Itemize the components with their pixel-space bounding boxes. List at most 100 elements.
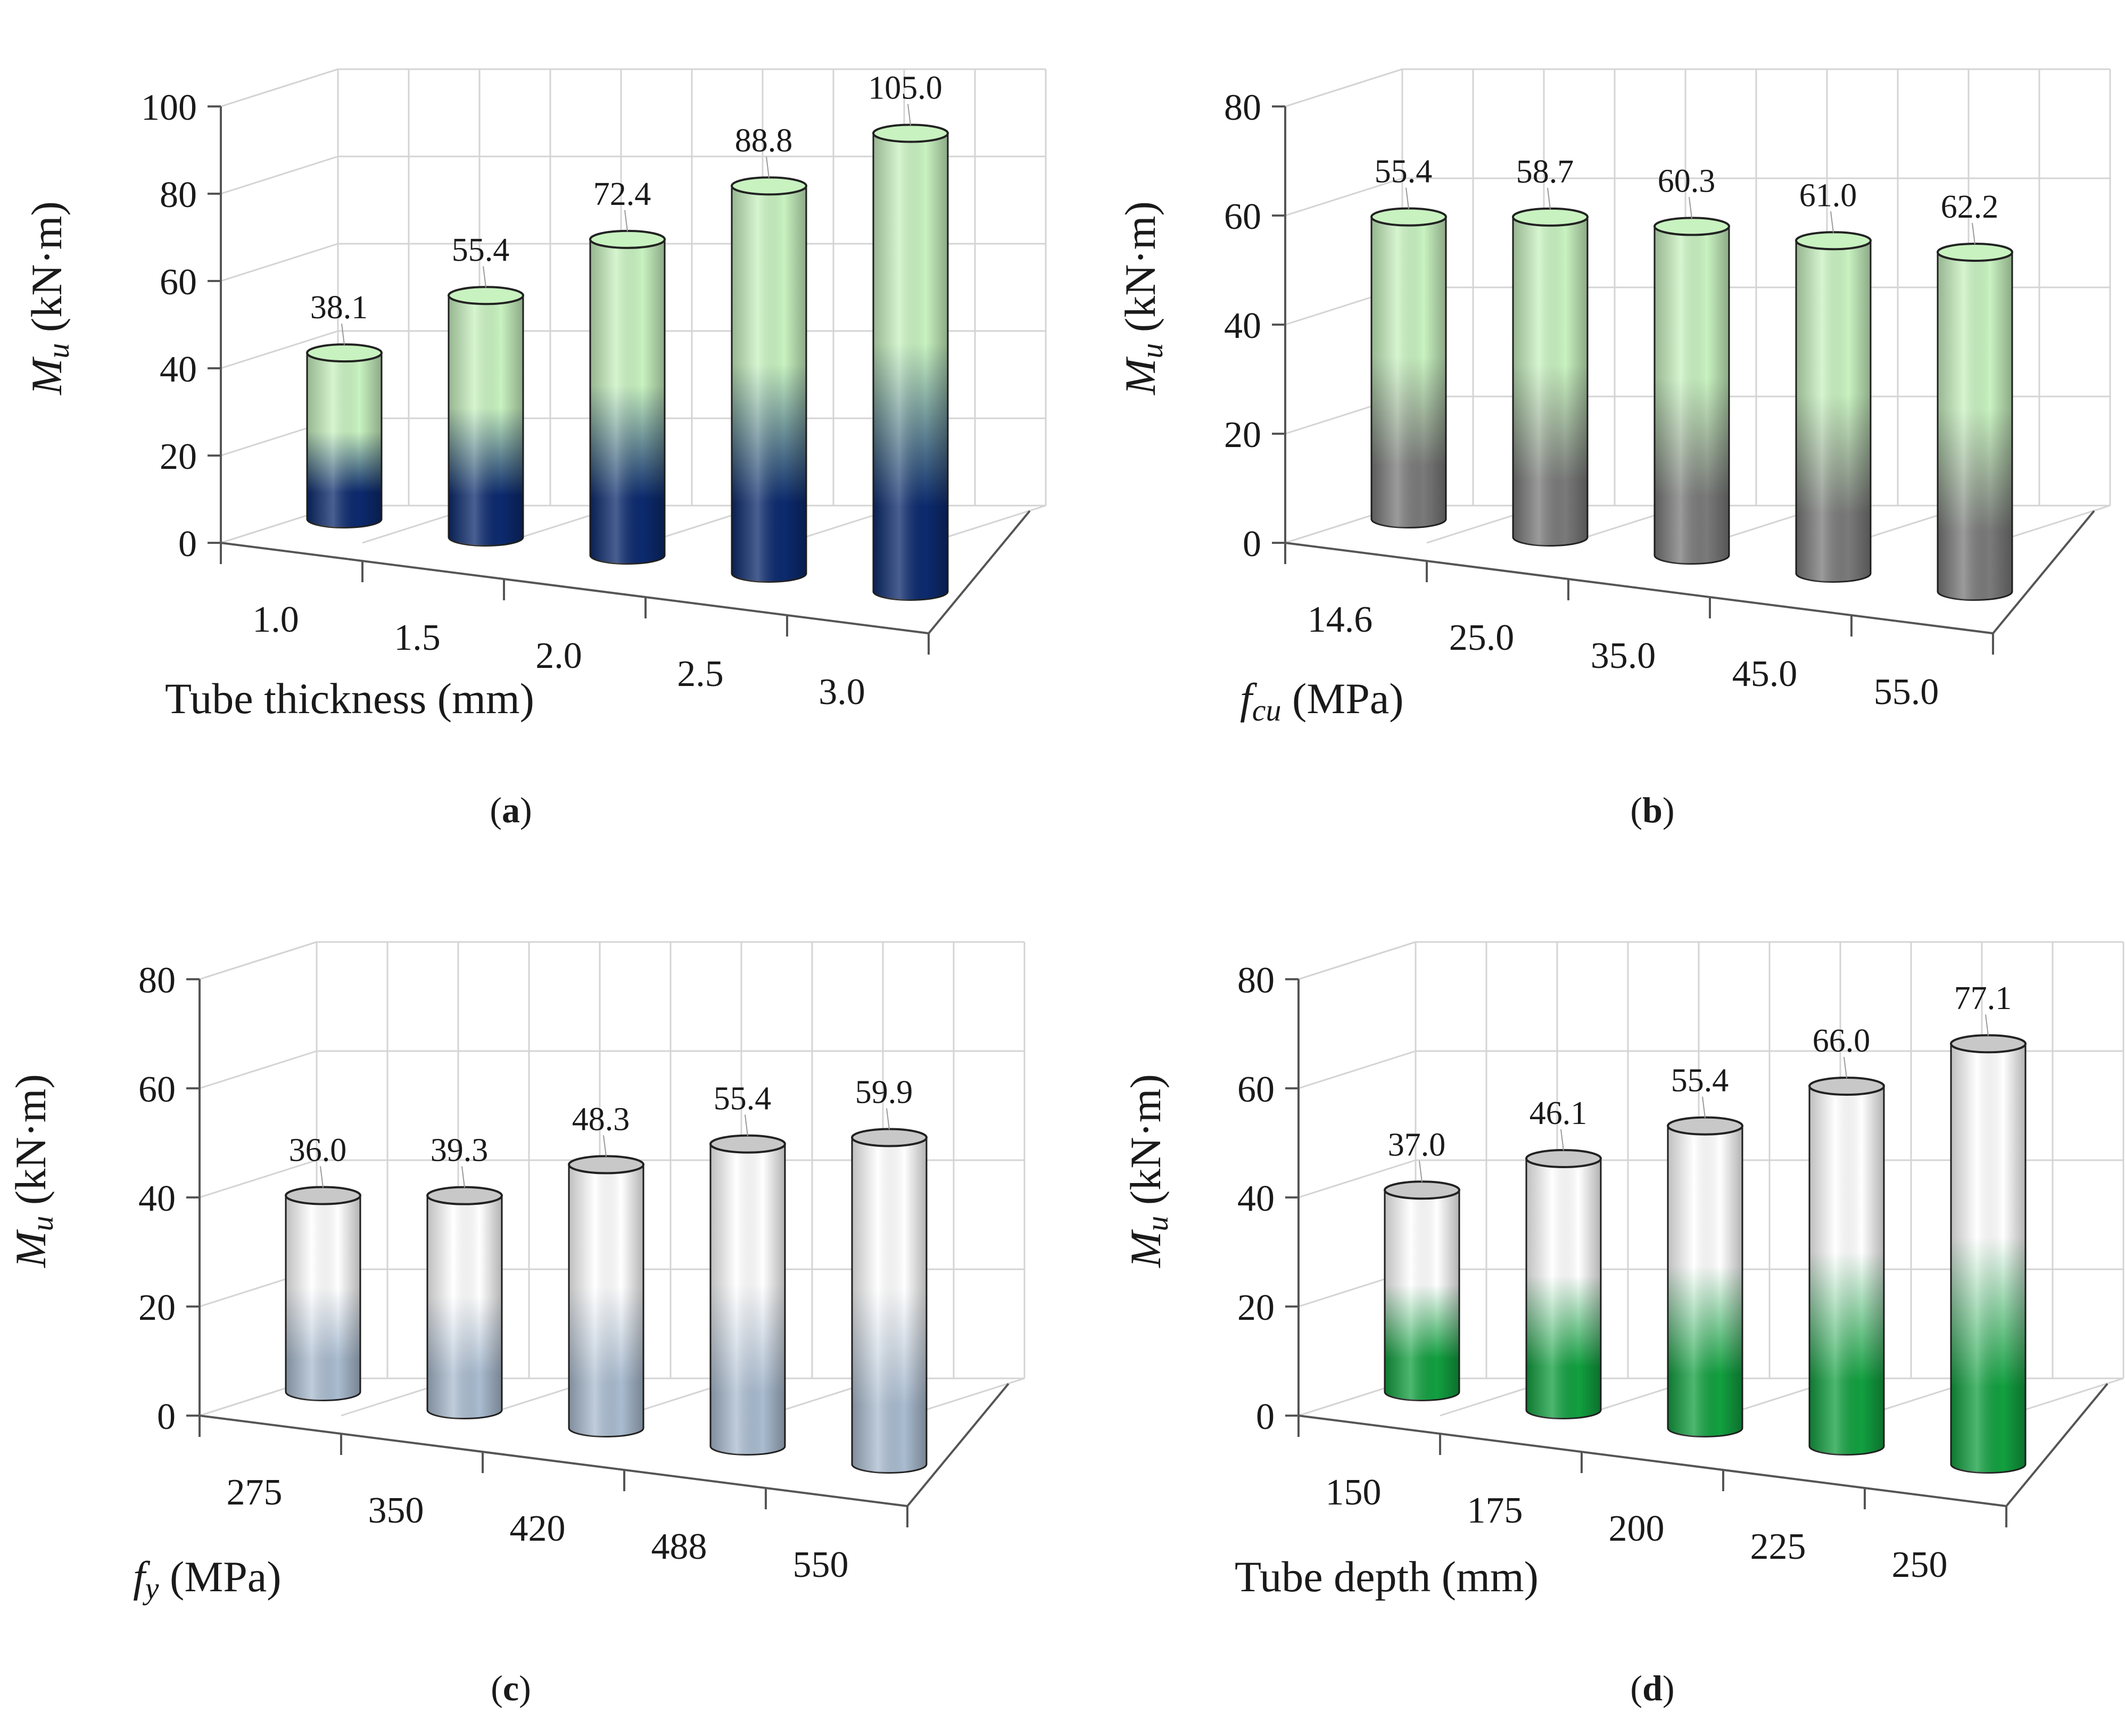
bar <box>426 1186 503 1419</box>
data-label: 60.3 <box>1658 163 1716 199</box>
y-tick-label: 40 <box>1237 1178 1275 1219</box>
chart-panel-a: 0 20 40 60 80 100 1.0 1.5 2.0 2.5 3.0 38.1 55.4 72.4 8… <box>22 68 1047 830</box>
bar <box>1512 207 1589 547</box>
x-tick-label: 1.0 <box>252 599 299 640</box>
x-tick-label: 488 <box>651 1526 707 1567</box>
data-label: 39.3 <box>431 1132 489 1169</box>
y-tick-label: 0 <box>178 524 197 565</box>
x-axis: 14.6 25.0 35.0 45.0 55.0 <box>1284 510 2095 713</box>
x-tick-label: 2.5 <box>677 654 724 695</box>
y-axis-title: Mu (kN·m) <box>1121 1074 1175 1268</box>
bar <box>306 343 383 528</box>
bar <box>731 176 807 583</box>
data-label: 55.4 <box>1671 1063 1729 1099</box>
y-axis: 0 20 40 60 80 <box>138 960 201 1437</box>
bar <box>589 229 666 565</box>
x-axis-title: Tube thickness (mm) <box>165 674 534 723</box>
panel-caption: (a) <box>490 790 532 830</box>
data-label: 105.0 <box>868 70 942 106</box>
x-tick-label: 350 <box>368 1490 424 1531</box>
x-axis-title: Tube depth (mm) <box>1235 1552 1539 1601</box>
panel-caption: (d) <box>1630 1668 1674 1708</box>
data-label: 58.7 <box>1516 154 1574 190</box>
bar <box>851 1128 928 1474</box>
y-tick-label: 60 <box>1224 196 1261 237</box>
y-tick-label: 20 <box>1237 1287 1275 1328</box>
data-label: 66.0 <box>1813 1023 1871 1059</box>
y-tick-label: 100 <box>141 87 197 128</box>
y-axis: 0 20 40 60 80 <box>1224 87 1286 565</box>
bar <box>285 1186 361 1401</box>
bar <box>1937 242 2013 601</box>
y-tick-label: 0 <box>1243 524 1261 565</box>
y-tick-label: 0 <box>1256 1396 1275 1437</box>
y-tick-label: 60 <box>138 1069 176 1110</box>
y-tick-label: 40 <box>1224 305 1261 346</box>
x-tick-label: 3.0 <box>818 672 865 713</box>
bar <box>568 1155 644 1437</box>
y-tick-label: 80 <box>160 175 197 216</box>
x-tick-label: 175 <box>1467 1490 1523 1531</box>
y-tick-label: 80 <box>138 960 176 1001</box>
y-tick-label: 80 <box>1237 960 1275 1001</box>
x-tick-label: 200 <box>1609 1508 1665 1549</box>
data-label: 55.4 <box>1375 154 1433 190</box>
bar <box>872 123 949 601</box>
x-tick-label: 14.6 <box>1308 599 1373 640</box>
data-label: 77.1 <box>1954 980 2012 1016</box>
data-label: 55.4 <box>452 232 510 268</box>
y-axis-title: Mu (kN·m) <box>1116 201 1169 395</box>
x-tick-label: 25.0 <box>1449 617 1515 658</box>
bar <box>448 286 524 547</box>
y-axis-title: Mu (kN·m) <box>6 1074 60 1268</box>
bar <box>1525 1148 1602 1419</box>
bar <box>1653 217 1730 565</box>
bar <box>1950 1034 2027 1474</box>
data-label: 48.3 <box>572 1101 630 1137</box>
data-label: 72.4 <box>593 176 651 212</box>
x-tick-label: 225 <box>1750 1526 1806 1567</box>
x-tick-label: 2.0 <box>535 635 582 676</box>
y-tick-label: 80 <box>1224 87 1261 128</box>
data-label: 37.0 <box>1388 1127 1446 1163</box>
x-tick-label: 250 <box>1892 1544 1948 1585</box>
y-axis: 0 20 40 60 80 <box>1237 960 1300 1437</box>
x-axis-title: fy (MPa) <box>133 1552 282 1606</box>
x-tick-label: 150 <box>1326 1472 1382 1513</box>
bar <box>1808 1077 1885 1456</box>
data-label: 46.1 <box>1529 1095 1587 1131</box>
x-tick-label: 550 <box>793 1544 849 1585</box>
y-axis: 0 20 40 60 80 100 <box>141 87 222 565</box>
bar-series: 36.0 39.3 48.3 55.4 59.9 <box>285 1074 928 1474</box>
bar-series: 55.4 58.7 60.3 61.0 62.2 <box>1370 154 2013 601</box>
y-tick-label: 20 <box>1224 415 1261 456</box>
bar <box>1384 1180 1460 1401</box>
bar-series: 38.1 55.4 72.4 88.8 105.0 <box>306 70 949 601</box>
y-tick-label: 0 <box>157 1396 176 1437</box>
chart-panel-c: 0 20 40 60 80 275 350 420 488 550 36.0 39.3 48.3 55.4… <box>6 941 1026 1708</box>
x-tick-label: 45.0 <box>1732 654 1798 695</box>
bar <box>1370 207 1447 528</box>
x-axis: 275 350 420 488 550 <box>199 1383 1010 1585</box>
bar-series: 37.0 46.1 55.4 66.0 77.1 <box>1384 980 2027 1474</box>
chart-panel-b: 0 20 40 60 80 14.6 25.0 35.0 45.0 55.0 55.4 58.7 60.… <box>1116 68 2111 830</box>
x-tick-label: 1.5 <box>394 617 441 658</box>
panel-caption: (c) <box>491 1668 531 1708</box>
data-label: 62.2 <box>1941 189 1999 225</box>
x-axis: 150 175 200 225 250 <box>1297 1383 2109 1585</box>
y-tick-label: 20 <box>138 1287 176 1328</box>
x-tick-label: 420 <box>510 1508 566 1549</box>
bar <box>709 1134 786 1456</box>
chart-panel-d: 0 20 40 60 80 150 175 200 225 250 37.0 46.1 55.4 66.0… <box>1121 941 2124 1708</box>
data-label: 59.9 <box>855 1074 913 1111</box>
x-tick-label: 35.0 <box>1591 635 1656 676</box>
y-tick-label: 60 <box>1237 1069 1275 1110</box>
x-axis-title: fcu (MPa) <box>1240 674 1404 728</box>
gridlines <box>220 68 1047 544</box>
data-label: 38.1 <box>310 290 368 326</box>
y-axis-title: Mu (kN·m) <box>22 201 76 395</box>
y-tick-label: 20 <box>160 436 197 477</box>
x-tick-label: 275 <box>227 1472 283 1513</box>
data-label: 55.4 <box>714 1081 772 1117</box>
